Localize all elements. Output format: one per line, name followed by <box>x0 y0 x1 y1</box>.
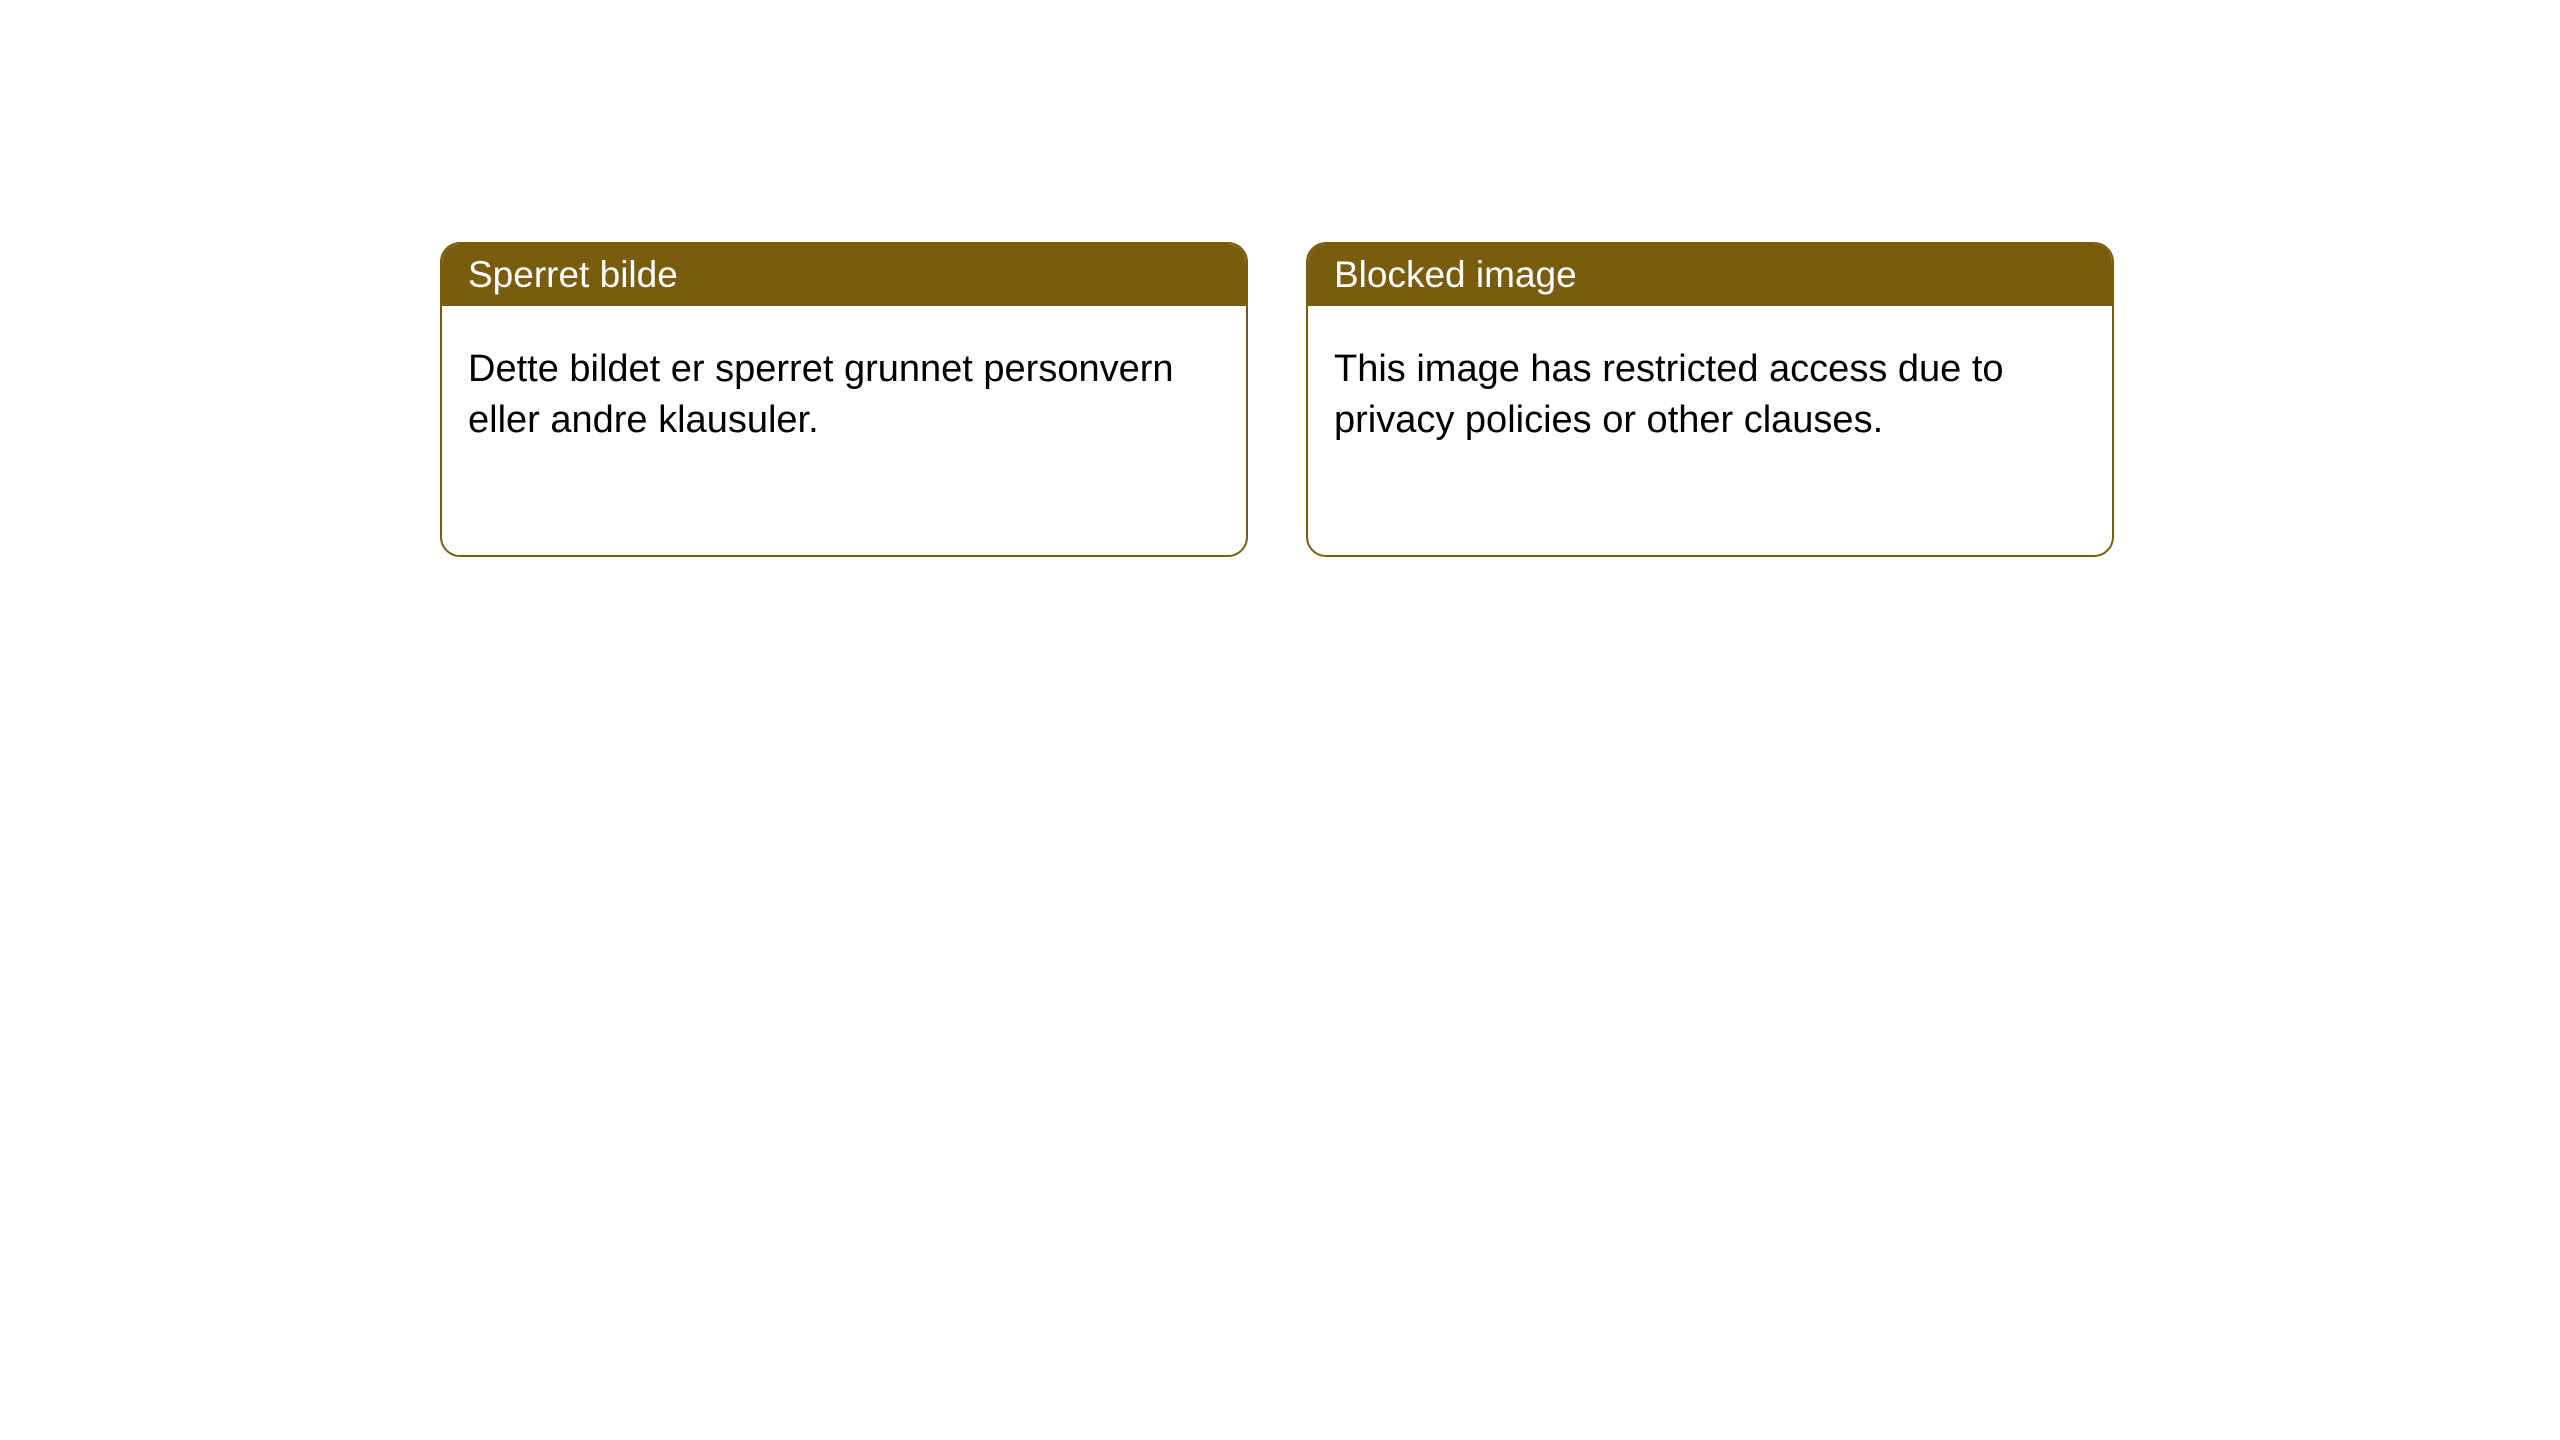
notice-title: Blocked image <box>1308 244 2112 306</box>
notice-title: Sperret bilde <box>442 244 1246 306</box>
notice-message: Dette bildet er sperret grunnet personve… <box>442 306 1246 555</box>
notice-container: Sperret bilde Dette bildet er sperret gr… <box>0 0 2560 557</box>
notice-message: This image has restricted access due to … <box>1308 306 2112 555</box>
notice-card-norwegian: Sperret bilde Dette bildet er sperret gr… <box>440 242 1248 557</box>
notice-card-english: Blocked image This image has restricted … <box>1306 242 2114 557</box>
